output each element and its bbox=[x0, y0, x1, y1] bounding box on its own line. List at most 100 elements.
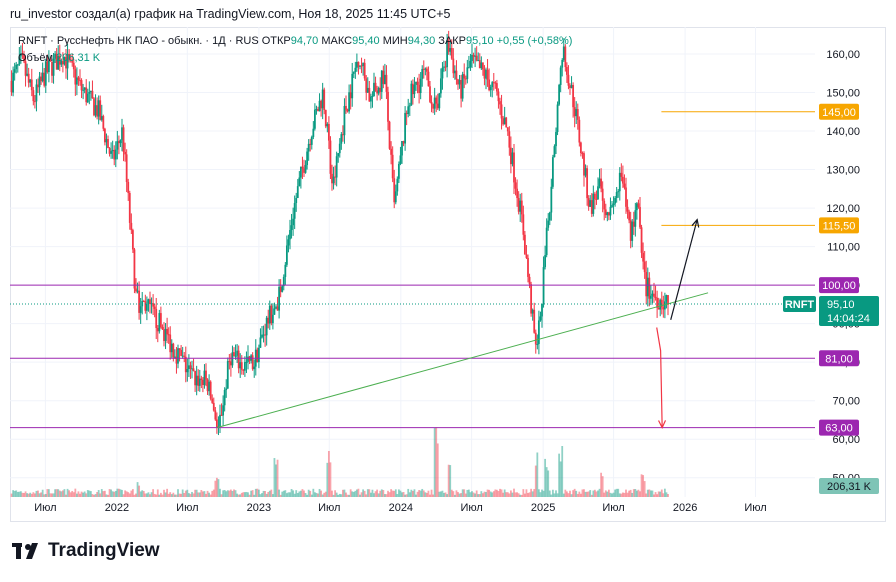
volume-bar bbox=[292, 490, 295, 497]
volume-bar bbox=[194, 489, 197, 497]
candle-body bbox=[576, 109, 579, 120]
candle-body bbox=[116, 141, 119, 150]
candle-body bbox=[234, 355, 237, 357]
candle-body bbox=[203, 370, 206, 386]
candle-body bbox=[651, 293, 654, 296]
candle-body bbox=[575, 109, 578, 117]
volume-bar bbox=[444, 492, 447, 497]
volume-bar bbox=[360, 492, 363, 497]
candle-body bbox=[181, 355, 184, 357]
volume-bar bbox=[494, 489, 497, 497]
candle-body bbox=[346, 109, 349, 112]
candle-body bbox=[343, 105, 346, 136]
candle-body bbox=[47, 60, 50, 73]
x-tick-label: 2024 bbox=[389, 502, 413, 514]
volume-bar bbox=[93, 494, 95, 497]
candle-body bbox=[421, 68, 424, 79]
volume-bar bbox=[410, 489, 413, 497]
x-tick-label: 2022 bbox=[105, 502, 129, 514]
candle-body bbox=[26, 73, 29, 76]
volume-bar bbox=[486, 489, 489, 497]
volume-bar bbox=[351, 491, 354, 497]
candle-body bbox=[71, 59, 74, 63]
candle-body bbox=[632, 221, 635, 227]
candle-body bbox=[464, 78, 467, 80]
volume-bar bbox=[156, 489, 159, 497]
volume-bar bbox=[413, 489, 416, 497]
volume-bar bbox=[506, 492, 509, 497]
candle-body bbox=[173, 356, 176, 358]
candle-body bbox=[12, 72, 15, 93]
candle-body bbox=[66, 53, 69, 69]
candle-body bbox=[32, 90, 35, 102]
candle-body bbox=[262, 334, 265, 336]
candle-body bbox=[453, 70, 456, 74]
volume-bar bbox=[581, 489, 584, 497]
candle-body bbox=[278, 286, 281, 311]
volume-bar bbox=[632, 489, 635, 497]
candle-body bbox=[44, 61, 47, 86]
candle-body bbox=[438, 93, 441, 109]
candle-body bbox=[514, 182, 517, 189]
volume-bar bbox=[304, 492, 307, 497]
candle-body bbox=[467, 67, 470, 69]
x-tick-label: Июл bbox=[602, 502, 624, 514]
candle-body bbox=[327, 123, 330, 141]
candle-body bbox=[187, 365, 190, 369]
candle-body bbox=[579, 142, 582, 154]
volume-bar bbox=[570, 494, 573, 497]
candle-body bbox=[57, 55, 60, 70]
volume-bar bbox=[626, 492, 629, 497]
candle-body bbox=[483, 69, 486, 79]
candle-body bbox=[228, 361, 231, 363]
volume-bar bbox=[66, 488, 69, 497]
volume-bar bbox=[38, 493, 41, 497]
volume-bar bbox=[453, 494, 456, 497]
volume-bar bbox=[318, 488, 321, 497]
x-tick-label: 2026 bbox=[673, 502, 697, 514]
candle-body bbox=[259, 337, 262, 348]
volume-bar bbox=[313, 492, 316, 497]
volume-bar bbox=[656, 494, 659, 497]
candle-body bbox=[472, 54, 475, 57]
candle-body bbox=[332, 176, 335, 184]
volume-bar bbox=[133, 494, 136, 497]
volume-bar bbox=[155, 494, 158, 497]
candle-body bbox=[145, 303, 148, 311]
candle-body bbox=[559, 67, 562, 85]
candle-body bbox=[261, 334, 263, 338]
candle-body bbox=[407, 106, 410, 115]
candle-body bbox=[460, 79, 463, 99]
candle-body bbox=[317, 108, 319, 112]
volume-bar bbox=[408, 492, 411, 497]
candle-body bbox=[377, 87, 380, 94]
volume-bar bbox=[183, 493, 186, 497]
volume-bar bbox=[433, 427, 436, 497]
candle-body bbox=[236, 350, 239, 356]
candle-body bbox=[620, 172, 623, 177]
candle-body bbox=[33, 101, 36, 103]
candle-body bbox=[147, 299, 150, 304]
volume-bar bbox=[385, 494, 388, 497]
volume-bar bbox=[273, 458, 276, 497]
volume-bar bbox=[474, 493, 477, 497]
volume-bar bbox=[419, 490, 422, 497]
volume-bar bbox=[275, 464, 277, 497]
volume-bar bbox=[522, 489, 525, 497]
candle-body bbox=[612, 203, 615, 206]
volume-bar bbox=[37, 490, 39, 497]
volume-bar bbox=[261, 493, 263, 497]
candle-body bbox=[82, 89, 85, 91]
candle-body bbox=[657, 307, 660, 310]
candle-body bbox=[200, 378, 203, 380]
volume-bar bbox=[127, 492, 130, 497]
volume-bar bbox=[604, 490, 607, 497]
volume-bar bbox=[343, 489, 346, 497]
candle-body bbox=[396, 178, 399, 192]
price-chart[interactable]: 50,0060,0070,0080,0090,00100,00110,00120… bbox=[10, 27, 886, 522]
volume-bar bbox=[623, 492, 626, 497]
volume-bar bbox=[380, 489, 383, 497]
volume-bar bbox=[49, 493, 52, 497]
candle-body bbox=[383, 74, 386, 84]
volume-bar bbox=[299, 490, 302, 497]
